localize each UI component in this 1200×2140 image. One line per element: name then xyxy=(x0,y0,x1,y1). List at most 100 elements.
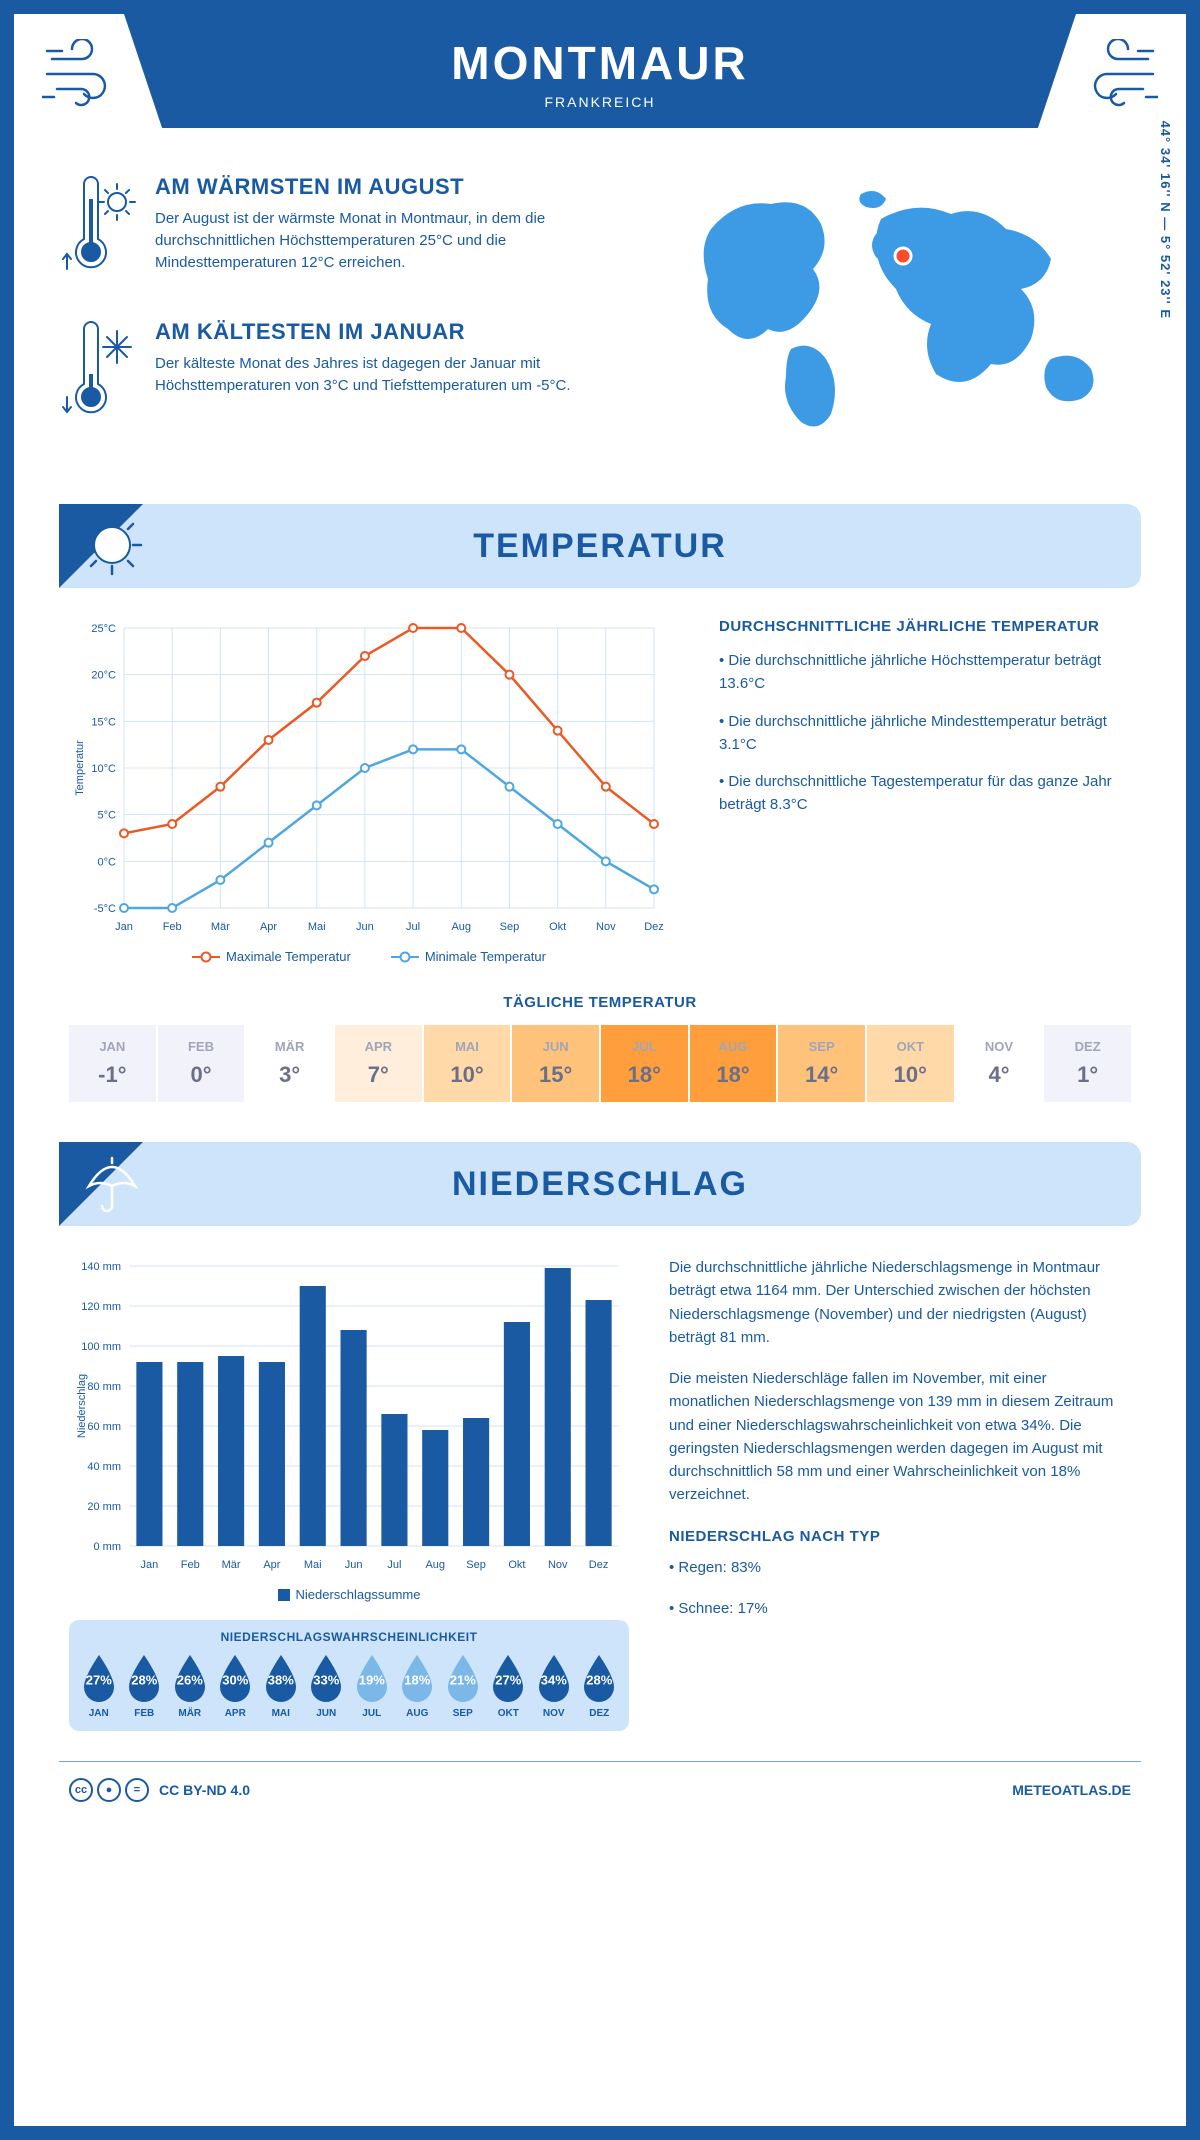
precipitation-chart: 0 mm 20 mm 40 mm 60 mm 80 mm 100 mm 120 mm 140 … xyxy=(69,1256,629,1731)
svg-text:60 mm: 60 mm xyxy=(87,1421,121,1433)
daily-cell: DEZ1° xyxy=(1044,1025,1131,1102)
warmest-text: Der August ist der wärmste Monat in Mont… xyxy=(155,208,641,273)
daily-cell: JUN15° xyxy=(512,1025,599,1102)
svg-text:0°C: 0°C xyxy=(98,856,117,868)
page-subtitle: FRANKREICH xyxy=(124,94,1076,110)
probability-cell: 34% NOV xyxy=(532,1652,576,1719)
precipitation-summary: Die durchschnittliche jährliche Niedersc… xyxy=(669,1256,1131,1731)
header: MONTMAUR FRANKREICH xyxy=(14,14,1186,164)
svg-text:Sep: Sep xyxy=(500,921,520,933)
temperature-heading: TEMPERATUR xyxy=(59,527,1141,566)
temp-bullet-1: • Die durchschnittliche jährliche Höchst… xyxy=(719,649,1131,696)
svg-text:Mai: Mai xyxy=(308,921,326,933)
temp-bullet-3: • Die durchschnittliche Tagestemperatur … xyxy=(719,770,1131,817)
svg-text:10°C: 10°C xyxy=(91,763,116,775)
by-icon: ● xyxy=(97,1778,121,1802)
section-precipitation: NIEDERSCHLAG xyxy=(59,1142,1141,1226)
cc-icons: cc ● = xyxy=(69,1778,149,1802)
svg-text:Sep: Sep xyxy=(466,1559,486,1571)
temperature-chart: -5°C0°C5°C10°C15°C20°C25°CJanFebMärAprMa… xyxy=(69,618,669,964)
daily-cell: AUG18° xyxy=(690,1025,777,1102)
svg-text:-5°C: -5°C xyxy=(94,903,116,915)
probability-cell: 18% AUG xyxy=(396,1652,440,1719)
svg-text:Jun: Jun xyxy=(356,921,374,933)
precip-para-2: Die meisten Niederschläge fallen im Nove… xyxy=(669,1367,1131,1507)
daily-cell: OKT10° xyxy=(867,1025,954,1102)
wind-icon xyxy=(42,39,132,114)
page-title: MONTMAUR xyxy=(124,36,1076,90)
daily-cell: JUL18° xyxy=(601,1025,688,1102)
svg-text:20°C: 20°C xyxy=(91,670,116,682)
probability-cell: 30% APR xyxy=(214,1652,258,1719)
warmest-title: AM WÄRMSTEN IM AUGUST xyxy=(155,174,641,200)
precip-legend: Niederschlagssumme xyxy=(69,1587,629,1602)
daily-cell: MAI10° xyxy=(424,1025,511,1102)
svg-text:40 mm: 40 mm xyxy=(87,1461,121,1473)
daily-cell: APR7° xyxy=(335,1025,422,1102)
daily-temp-table: JAN-1° FEB0° MÄR3° APR7° MAI10° JUN15° J… xyxy=(69,1025,1131,1102)
precip-type-heading: NIEDERSCHLAG NACH TYP xyxy=(669,1525,1131,1548)
precip-type-snow: • Schnee: 17% xyxy=(669,1597,1131,1620)
probability-cell: 28% DEZ xyxy=(578,1652,622,1719)
probability-cell: 26% MÄR xyxy=(168,1652,212,1719)
coldest-title: AM KÄLTESTEN IM JANUAR xyxy=(155,319,641,345)
svg-text:Jul: Jul xyxy=(387,1559,401,1571)
legend-max-label: Maximale Temperatur xyxy=(226,949,351,964)
precip-para-1: Die durchschnittliche jährliche Niedersc… xyxy=(669,1256,1131,1349)
license-text: CC BY-ND 4.0 xyxy=(159,1782,250,1798)
temp-summary-heading: DURCHSCHNITTLICHE JÄHRLICHE TEMPERATUR xyxy=(719,618,1131,635)
precip-type-rain: • Regen: 83% xyxy=(669,1556,1131,1579)
svg-text:Apr: Apr xyxy=(260,921,277,933)
svg-text:Feb: Feb xyxy=(163,921,182,933)
svg-text:Feb: Feb xyxy=(181,1559,200,1571)
svg-text:Mär: Mär xyxy=(222,1559,241,1571)
svg-text:20 mm: 20 mm xyxy=(87,1501,121,1513)
coldest-text: Der kälteste Monat des Jahres ist dagege… xyxy=(155,353,641,397)
svg-text:Mär: Mär xyxy=(211,921,230,933)
probability-cell: 21% SEP xyxy=(441,1652,485,1719)
svg-text:Apr: Apr xyxy=(263,1559,280,1571)
daily-cell: NOV4° xyxy=(956,1025,1043,1102)
svg-text:100 mm: 100 mm xyxy=(81,1341,121,1353)
daily-cell: MÄR3° xyxy=(246,1025,333,1102)
temp-legend: Maximale Temperatur Minimale Temperatur xyxy=(69,949,669,964)
svg-text:0 mm: 0 mm xyxy=(94,1541,122,1553)
svg-text:Okt: Okt xyxy=(508,1559,525,1571)
svg-text:Mai: Mai xyxy=(304,1559,322,1571)
probability-cell: 19% JUL xyxy=(350,1652,394,1719)
svg-text:Okt: Okt xyxy=(549,921,566,933)
svg-text:Jun: Jun xyxy=(345,1559,363,1571)
probability-heading: NIEDERSCHLAGSWAHRSCHEINLICHKEIT xyxy=(77,1630,621,1644)
probability-cell: 28% FEB xyxy=(123,1652,167,1719)
temp-bullet-2: • Die durchschnittliche jährliche Mindes… xyxy=(719,710,1131,757)
coordinates: 44° 34' 16'' N — 5° 52' 23'' E xyxy=(1158,121,1173,319)
daily-cell: FEB0° xyxy=(158,1025,245,1102)
daily-temp-heading: TÄGLICHE TEMPERATUR xyxy=(14,994,1186,1011)
world-map: 44° 34' 16'' N — 5° 52' 23'' E xyxy=(681,174,1141,464)
probability-cell: 33% JUN xyxy=(305,1652,349,1719)
temperature-summary: DURCHSCHNITTLICHE JÄHRLICHE TEMPERATUR •… xyxy=(719,618,1131,964)
svg-text:Jan: Jan xyxy=(141,1559,159,1571)
svg-text:120 mm: 120 mm xyxy=(81,1301,121,1313)
svg-text:Jul: Jul xyxy=(406,921,420,933)
daily-cell: SEP14° xyxy=(778,1025,865,1102)
site-name: METEOATLAS.DE xyxy=(1012,1782,1131,1798)
warmest-block: AM WÄRMSTEN IM AUGUST Der August ist der… xyxy=(59,174,641,289)
svg-text:25°C: 25°C xyxy=(91,623,116,635)
probability-cell: 38% MAI xyxy=(259,1652,303,1719)
legend-min-label: Minimale Temperatur xyxy=(425,949,546,964)
footer: cc ● = CC BY-ND 4.0 METEOATLAS.DE xyxy=(59,1761,1141,1820)
wind-icon xyxy=(1068,39,1158,114)
cc-icon: cc xyxy=(69,1778,93,1802)
sun-icon xyxy=(77,510,147,585)
probability-box: NIEDERSCHLAGSWAHRSCHEINLICHKEIT 27% JAN … xyxy=(69,1620,629,1731)
svg-text:Aug: Aug xyxy=(425,1559,445,1571)
section-temperature: TEMPERATUR xyxy=(59,504,1141,588)
svg-text:140 mm: 140 mm xyxy=(81,1261,121,1273)
svg-text:80 mm: 80 mm xyxy=(87,1381,121,1393)
thermometer-hot-icon xyxy=(59,174,137,289)
svg-text:Nov: Nov xyxy=(596,921,616,933)
precipitation-heading: NIEDERSCHLAG xyxy=(59,1165,1141,1204)
nd-icon: = xyxy=(125,1778,149,1802)
svg-text:Dez: Dez xyxy=(589,1559,609,1571)
